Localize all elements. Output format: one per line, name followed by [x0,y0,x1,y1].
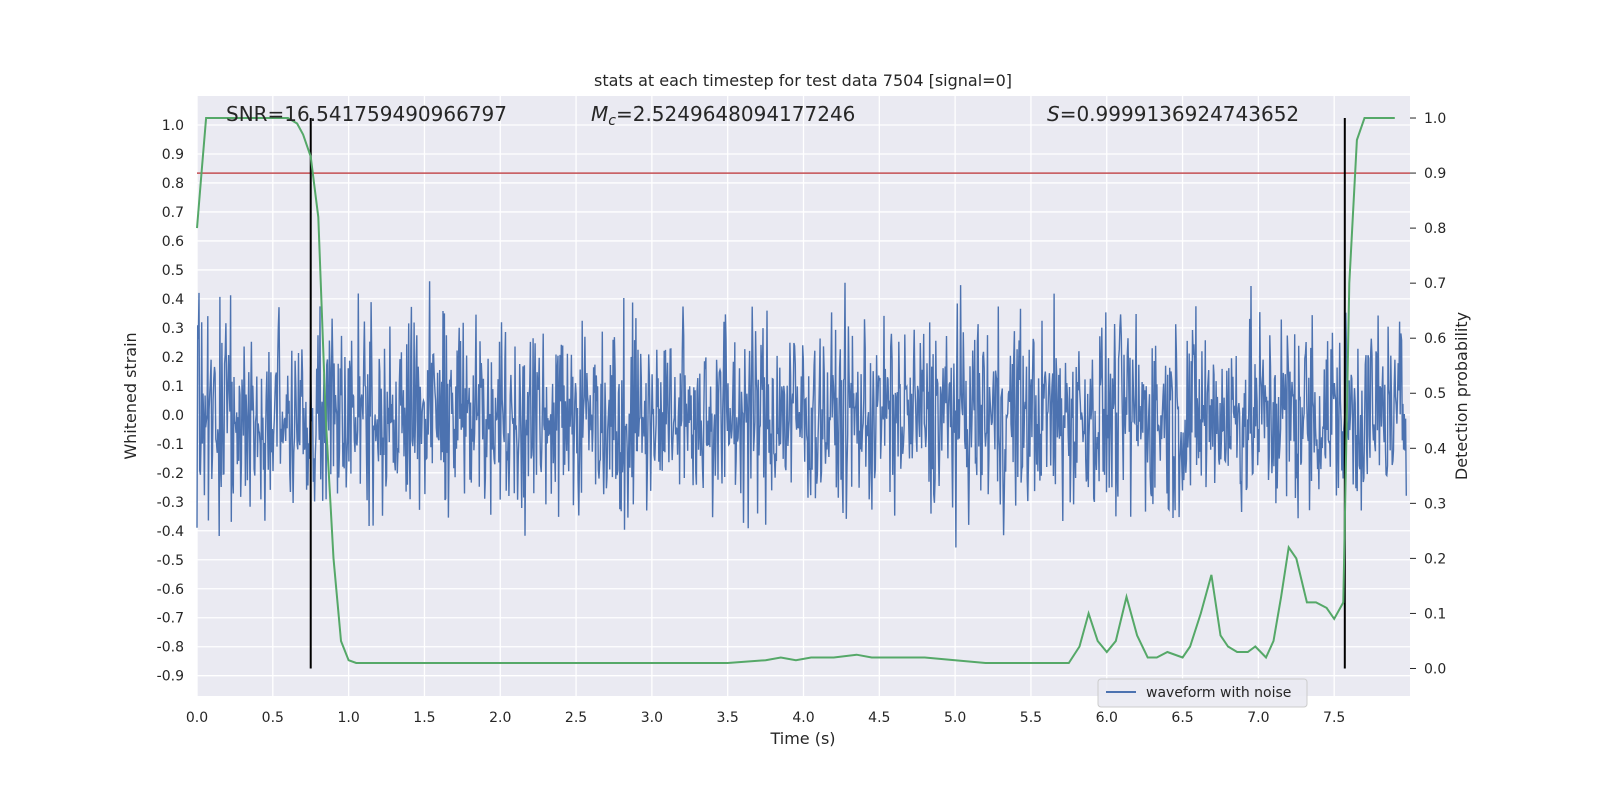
x-tick-label-12: 6.0 [1096,710,1118,726]
y2-tick-label-8: 0.2 [1424,551,1446,567]
x-tick-label-13: 6.5 [1171,710,1193,726]
s-symbol: S [1047,102,1060,126]
y2-tick-label-0: 1.0 [1424,111,1446,127]
legend: waveform with noise [1097,678,1308,708]
x-tick-label-5: 2.5 [565,710,587,726]
x-tick-label-6: 3.0 [641,710,663,726]
y2-tick-label-4: 0.6 [1424,331,1446,347]
y-tick-label-13: -0.3 [157,495,184,511]
y2-tick-label-1: 0.9 [1424,166,1446,182]
y-tick-label-17: -0.7 [157,611,184,627]
y-tick-label-1: 0.9 [162,147,184,163]
y2-axis-label: Detection probability [1452,312,1471,480]
mc-annotation: Mc=2.5249648094177246 [591,102,855,129]
x-axis-ticks: 0.0 0.5 1.0 1.5 2.0 2.5 3.0 3.5 4.0 4.5 5.0 5.5 6.0 6… [186,710,1345,726]
x-tick-label-14: 7.0 [1247,710,1269,726]
y-axis-ticks: 1.0 0.9 0.8 0.7 0.6 0.5 0.4 0.3 0.2 0.1 0.0 -0.1 -0.… [157,118,184,685]
s-annotation: S=0.9999136924743652 [1047,102,1299,126]
x-tick-label-7: 3.5 [717,710,739,726]
y-tick-label-15: -0.5 [157,553,184,569]
y-tick-label-9: 0.1 [162,379,184,395]
y2-tick-label-10: 0.0 [1424,661,1446,677]
x-tick-label-1: 0.5 [262,710,284,726]
y-tick-label-11: -0.1 [157,437,184,453]
mc-value: =2.5249648094177246 [616,102,855,126]
y2-tick-label-2: 0.8 [1424,221,1446,237]
legend-box [1097,678,1308,708]
y-tick-label-8: 0.2 [162,350,184,366]
y-tick-label-5: 0.5 [162,263,184,279]
x-tick-label-3: 1.5 [413,710,435,726]
y-tick-label-2: 0.8 [162,176,184,192]
x-tick-label-10: 5.0 [944,710,966,726]
y-tick-label-6: 0.4 [162,292,184,308]
y-tick-label-19: -0.9 [157,669,184,685]
y2-tick-label-5: 0.5 [1424,386,1446,402]
y-tick-label-0: 1.0 [162,118,184,134]
x-tick-label-15: 7.5 [1323,710,1345,726]
waveform-path [196,281,1407,548]
x-tick-label-8: 4.0 [792,710,814,726]
y-tick-label-4: 0.6 [162,234,184,250]
y-tick-label-7: 0.3 [162,321,184,337]
y-tick-label-16: -0.6 [157,582,184,598]
s-value: =0.9999136924743652 [1060,102,1299,126]
y-tick-label-3: 0.7 [162,205,184,221]
y-tick-label-12: -0.2 [157,466,184,482]
vertical-markers [309,118,1346,669]
y-axis-label: Whitened strain [121,332,140,459]
y-tick-label-18: -0.8 [157,640,184,656]
x-tick-label-11: 5.5 [1020,710,1042,726]
mc-symbol: M [591,102,608,126]
x-tick-label-2: 1.0 [337,710,359,726]
waveform-series [196,281,1407,548]
x-axis-label: Time (s) [769,729,835,748]
y-tick-label-14: -0.4 [157,524,184,540]
x-tick-label-9: 4.5 [868,710,890,726]
legend-entry-waveform: waveform with noise [1146,685,1291,701]
y2-tick-label-7: 0.3 [1424,496,1446,512]
x-tick-label-0: 0.0 [186,710,208,726]
y2-axis-ticks: 1.0 0.9 0.8 0.7 0.6 0.5 0.4 0.3 0.2 0.1 0.0 [1410,111,1446,677]
y2-tick-label-3: 0.7 [1424,276,1446,292]
probability-series [196,117,1395,664]
x-tick-label-4: 2.0 [489,710,511,726]
y-tick-label-10: 0.0 [162,408,184,424]
mc-subscript: c [608,113,616,129]
y2-tick-label-6: 0.4 [1424,441,1446,457]
snr-annotation: SNR=16.541759490966797 [226,102,507,126]
chart-title: stats at each timestep for test data 750… [594,71,1012,90]
y2-tick-label-9: 0.1 [1424,606,1446,622]
